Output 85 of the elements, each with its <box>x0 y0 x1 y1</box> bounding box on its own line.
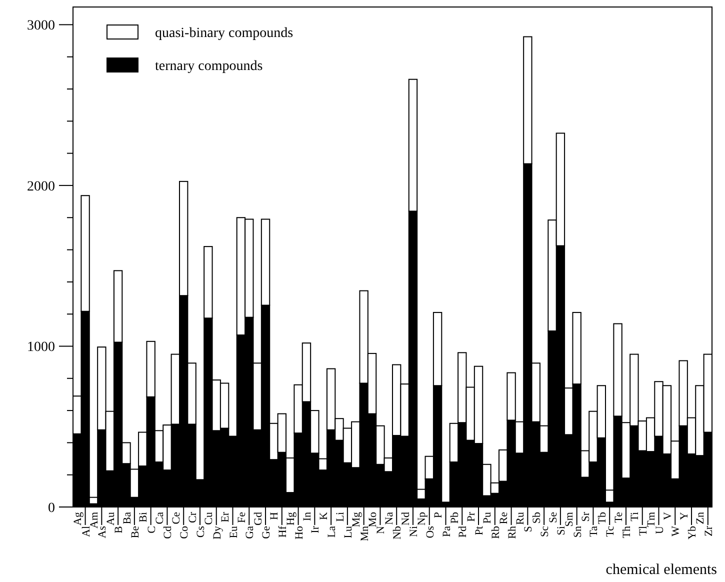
x-tick-label: Cu <box>203 512 216 525</box>
x-tick-label: P <box>432 512 445 518</box>
x-tick-label: Ag <box>72 512 84 526</box>
x-tick-label: Lu <box>342 526 354 538</box>
x-tick-label: W <box>670 525 682 536</box>
x-tick-label: Cr <box>186 512 199 523</box>
x-tick-label: Se <box>547 512 560 523</box>
x-tick-label: Sb <box>530 512 543 524</box>
x-tick-label: Ga <box>244 526 256 539</box>
x-tick-label: Hg <box>285 512 298 526</box>
x-tick-label: As <box>96 526 109 538</box>
x-tick-label: K <box>318 512 330 520</box>
x-tick-label: S <box>522 526 535 532</box>
x-tick-label: Pr <box>465 512 478 522</box>
x-tick-label: Re <box>498 512 510 524</box>
x-tick-label: Eu <box>228 526 240 538</box>
x-axis-title: chemical elements <box>606 562 718 578</box>
x-tick-label: N <box>375 526 388 534</box>
x-tick-label: Mg <box>350 512 363 528</box>
x-tick-label: Sm <box>564 512 576 527</box>
x-tick-label: Ta <box>588 526 600 537</box>
x-tick-label: Au <box>104 512 117 526</box>
x-tick-label: Pb <box>448 512 461 524</box>
legend-label: quasi-binary compounds <box>155 26 294 41</box>
y-tick-label: 3000 <box>27 18 55 34</box>
x-tick-label: Zn <box>694 512 707 524</box>
x-tick-label: Li <box>334 512 346 522</box>
x-tick-label: Yb <box>686 526 699 540</box>
x-tick-label: Hf <box>276 526 289 538</box>
x-tick-label: C <box>146 526 158 534</box>
x-tick-label: Sc <box>539 526 552 537</box>
x-tick-label: Mo <box>367 512 380 528</box>
x-tick-label: Ti <box>629 512 642 522</box>
x-tick-label: Ce <box>170 512 182 524</box>
y-tick-label: 2000 <box>27 179 55 194</box>
x-tick-label: Pt <box>474 526 486 536</box>
x-tick-label: Fe <box>236 512 248 523</box>
x-tick-label: Ca <box>154 512 166 524</box>
x-tick-label: Rh <box>506 526 518 539</box>
x-tick-label: Pa <box>440 526 453 537</box>
x-tick-label: Ho <box>293 526 306 540</box>
x-tick-label: In <box>301 512 314 522</box>
x-tick-label: Si <box>555 526 568 536</box>
x-tick-label: Sn <box>572 526 584 538</box>
x-tick-label: Ge <box>260 526 273 539</box>
x-tick-label: Co <box>178 526 191 539</box>
x-tick-label: Cs <box>194 526 207 538</box>
x-tick-label: Dy <box>211 526 224 540</box>
x-tick-label: Te <box>612 512 625 523</box>
x-tick-label: Tc <box>604 526 617 537</box>
y-tick-label: 1000 <box>27 340 55 356</box>
x-tick-label: La <box>326 526 338 538</box>
x-tick-label: Ni <box>408 526 420 537</box>
x-tick-label: Zr <box>702 526 715 536</box>
x-tick-label: Ir <box>310 526 322 534</box>
x-tick-label: Tb <box>596 512 608 524</box>
x-tick-label: Pd <box>457 526 470 538</box>
x-tick-label: H <box>268 512 281 520</box>
x-tick-label: Bi <box>138 512 150 522</box>
x-tick-label: U <box>654 526 666 534</box>
x-tick-label: Ru <box>514 512 526 525</box>
x-tick-label: Cd <box>162 526 174 539</box>
x-tick-label: Y <box>678 512 690 520</box>
x-tick-label: B <box>113 526 126 534</box>
x-tick-label: Am <box>88 512 100 528</box>
x-tick-label: Rb <box>490 526 502 539</box>
x-tick-label: Np <box>416 512 428 526</box>
x-tick-label: Mn <box>358 526 371 542</box>
x-tick-label: Pu <box>482 512 494 524</box>
legend-label: ternary compounds <box>155 59 263 74</box>
x-tick-label: Th <box>620 526 633 538</box>
y-tick-label: 0 <box>48 500 55 516</box>
x-tick-label: Al <box>80 526 92 537</box>
x-tick-label: Na <box>383 512 396 525</box>
x-tick-label: Nb <box>392 526 404 540</box>
x-tick-label: Sr <box>580 512 592 522</box>
x-tick-label: V <box>662 512 674 520</box>
x-tick-label: Tm <box>646 512 658 528</box>
x-tick-label: Er <box>220 512 232 522</box>
x-tick-label: Tl <box>637 526 650 536</box>
x-tick-label: Gd <box>252 512 264 526</box>
x-tick-label: Ba <box>121 512 134 524</box>
x-tick-label: Nd <box>400 512 412 526</box>
x-tick-label: Os <box>424 526 436 538</box>
x-tick-label: Be <box>129 526 142 538</box>
